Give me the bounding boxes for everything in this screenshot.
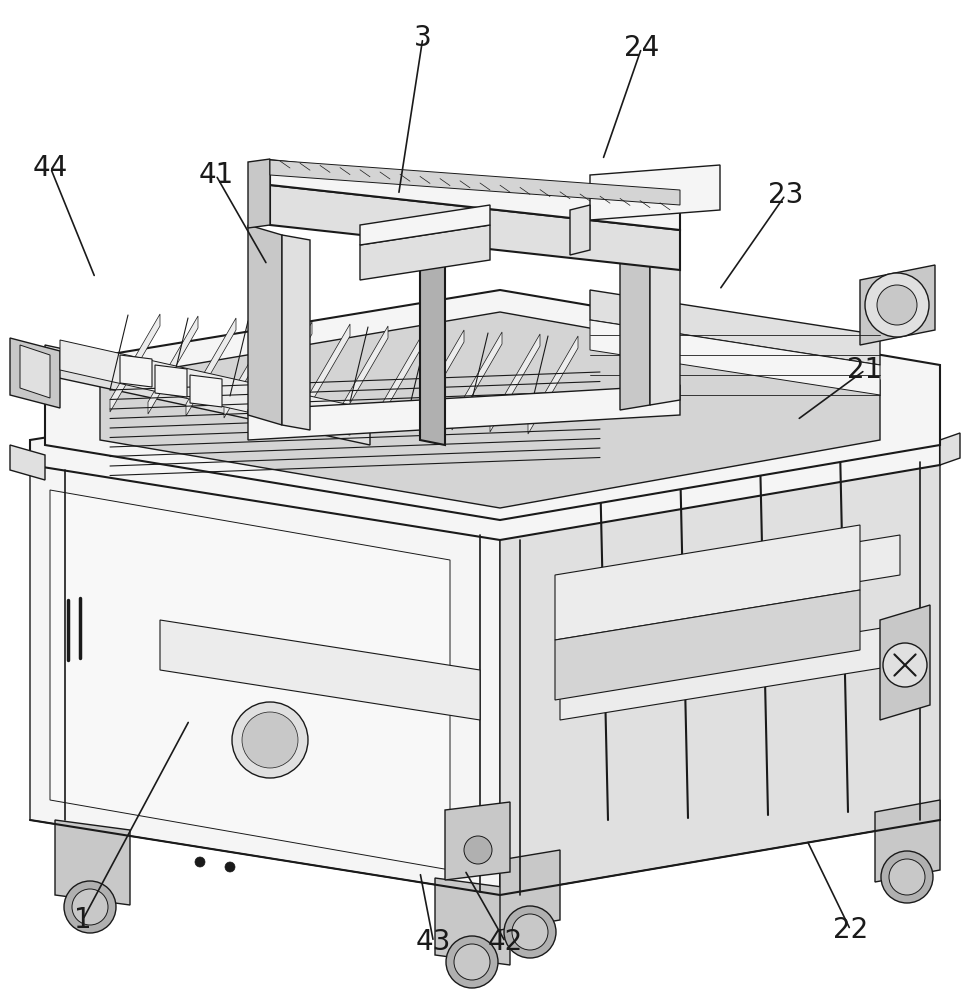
Polygon shape xyxy=(528,336,578,434)
Polygon shape xyxy=(45,345,370,445)
Polygon shape xyxy=(270,185,680,270)
Polygon shape xyxy=(590,290,880,365)
Polygon shape xyxy=(248,385,680,440)
Polygon shape xyxy=(30,385,940,535)
Polygon shape xyxy=(376,328,426,426)
Polygon shape xyxy=(300,324,350,422)
Polygon shape xyxy=(10,445,45,480)
Circle shape xyxy=(72,889,108,925)
Polygon shape xyxy=(490,334,540,432)
Polygon shape xyxy=(940,433,960,465)
Polygon shape xyxy=(360,205,490,245)
Circle shape xyxy=(865,273,929,337)
Polygon shape xyxy=(860,265,935,345)
Polygon shape xyxy=(282,235,310,430)
Polygon shape xyxy=(30,365,940,540)
Polygon shape xyxy=(875,800,940,882)
Text: 41: 41 xyxy=(198,161,233,189)
Polygon shape xyxy=(248,159,270,228)
Polygon shape xyxy=(620,235,650,410)
Polygon shape xyxy=(148,316,198,414)
Polygon shape xyxy=(435,878,510,965)
Polygon shape xyxy=(560,535,900,630)
Polygon shape xyxy=(590,320,880,395)
Polygon shape xyxy=(445,802,510,880)
Circle shape xyxy=(446,936,498,988)
Circle shape xyxy=(881,851,933,903)
Text: 21: 21 xyxy=(848,356,883,384)
Circle shape xyxy=(454,944,490,980)
Polygon shape xyxy=(60,340,350,435)
Circle shape xyxy=(504,906,556,958)
Polygon shape xyxy=(10,338,60,408)
Polygon shape xyxy=(650,230,680,405)
Polygon shape xyxy=(452,332,502,430)
Circle shape xyxy=(877,285,917,325)
Circle shape xyxy=(225,862,235,872)
Polygon shape xyxy=(338,326,388,424)
Polygon shape xyxy=(160,620,480,720)
Polygon shape xyxy=(270,160,680,230)
Polygon shape xyxy=(20,345,50,398)
Circle shape xyxy=(883,643,927,687)
Text: 42: 42 xyxy=(488,928,523,956)
Polygon shape xyxy=(45,290,940,520)
Polygon shape xyxy=(55,820,130,905)
Polygon shape xyxy=(190,375,222,407)
Text: 43: 43 xyxy=(416,928,451,956)
Polygon shape xyxy=(270,160,680,205)
Text: 24: 24 xyxy=(624,34,659,62)
Polygon shape xyxy=(570,205,590,255)
Polygon shape xyxy=(50,490,450,870)
Polygon shape xyxy=(248,225,282,425)
Polygon shape xyxy=(560,625,900,720)
Polygon shape xyxy=(120,355,152,387)
Text: 23: 23 xyxy=(768,181,803,209)
Polygon shape xyxy=(110,314,160,412)
Polygon shape xyxy=(880,605,930,720)
Circle shape xyxy=(512,914,548,950)
Polygon shape xyxy=(420,240,445,445)
Circle shape xyxy=(242,712,298,768)
Polygon shape xyxy=(555,590,860,700)
Polygon shape xyxy=(360,225,490,280)
Polygon shape xyxy=(555,525,860,640)
Circle shape xyxy=(232,702,308,778)
Polygon shape xyxy=(500,460,940,895)
Circle shape xyxy=(889,859,925,895)
Text: 3: 3 xyxy=(414,24,432,52)
Polygon shape xyxy=(100,312,880,508)
Polygon shape xyxy=(262,322,312,420)
Text: 44: 44 xyxy=(33,154,68,182)
Polygon shape xyxy=(155,365,187,397)
Circle shape xyxy=(64,881,116,933)
Circle shape xyxy=(195,857,205,867)
Text: 22: 22 xyxy=(833,916,868,944)
Polygon shape xyxy=(30,460,500,895)
Polygon shape xyxy=(186,318,236,416)
Text: 1: 1 xyxy=(74,906,91,934)
Polygon shape xyxy=(590,165,720,220)
Polygon shape xyxy=(414,330,464,428)
Polygon shape xyxy=(224,320,274,418)
Circle shape xyxy=(464,836,492,864)
Polygon shape xyxy=(500,850,560,930)
